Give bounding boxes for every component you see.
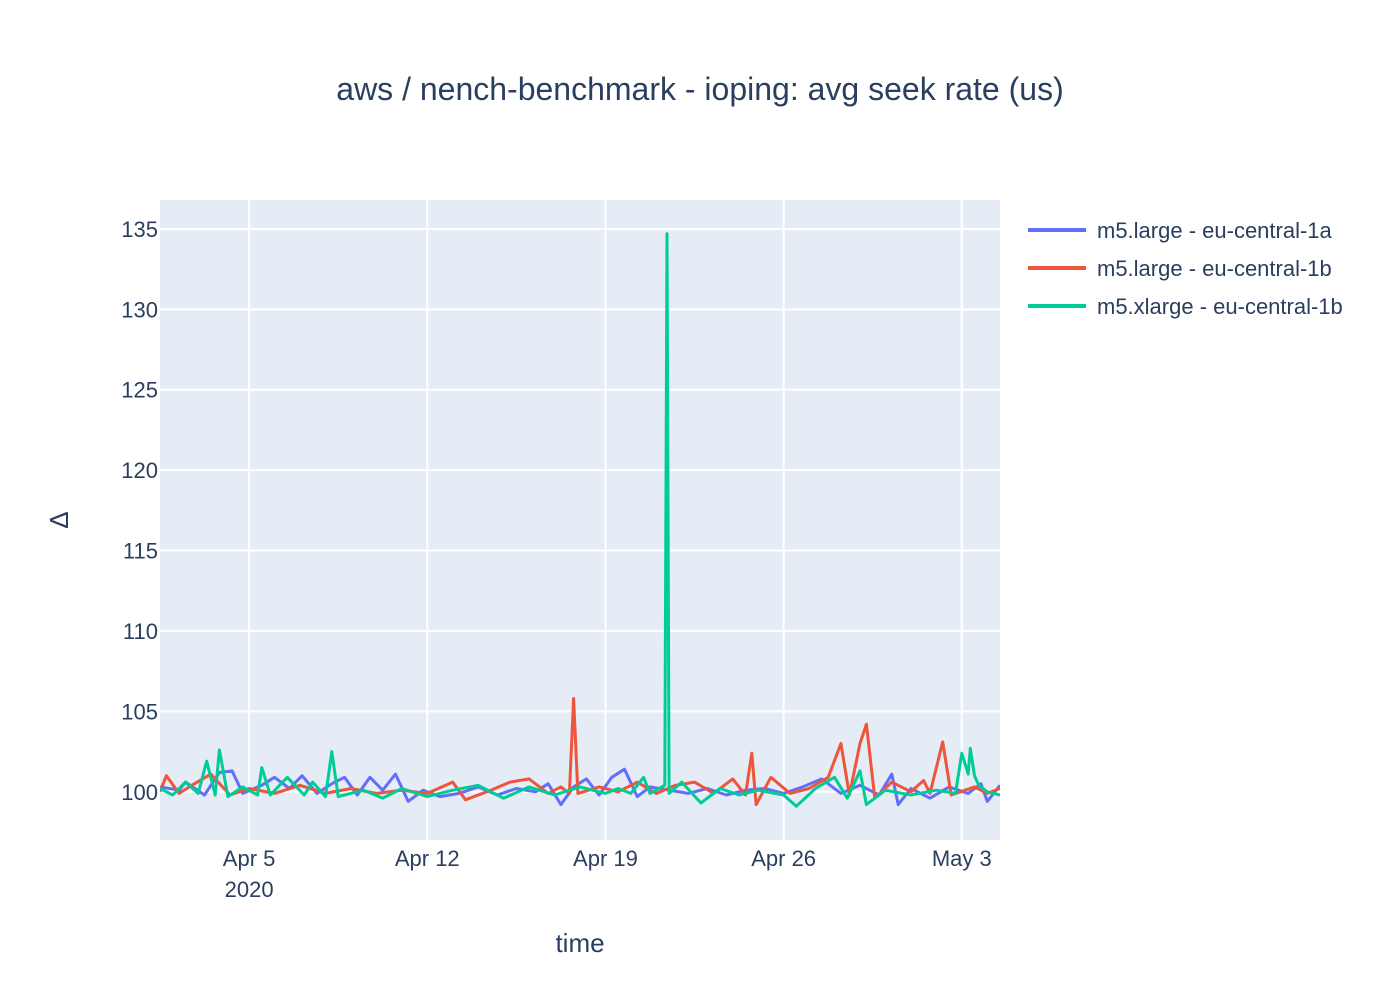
- x-tick-label: Apr 19: [573, 846, 638, 871]
- legend-label: m5.large - eu-central-1a: [1097, 218, 1333, 243]
- x-tick-sublabel: 2020: [225, 877, 274, 902]
- legend-item[interactable]: m5.xlarge - eu-central-1b: [1028, 294, 1343, 319]
- x-tick-label: Apr 5: [223, 846, 276, 871]
- x-tick-label: Apr 12: [395, 846, 460, 871]
- legend-label: m5.xlarge - eu-central-1b: [1097, 294, 1343, 319]
- y-axis-label: Δ: [44, 511, 74, 528]
- legend-item[interactable]: m5.large - eu-central-1a: [1028, 218, 1333, 243]
- y-tick-label: 100: [121, 780, 158, 805]
- x-tick-label: May 3: [932, 846, 992, 871]
- y-tick-label: 135: [121, 217, 158, 242]
- chart-title: aws / nench-benchmark - ioping: avg seek…: [336, 71, 1063, 107]
- y-tick-label: 120: [121, 458, 158, 483]
- legend[interactable]: m5.large - eu-central-1a m5.large - eu-ce…: [1028, 218, 1343, 319]
- x-tick-label: Apr 26: [751, 846, 816, 871]
- series-layer: [160, 232, 1000, 808]
- y-tick-label: 105: [121, 699, 158, 724]
- x-axis-label: time: [555, 928, 604, 958]
- y-tick-label: 115: [123, 539, 158, 564]
- legend-item[interactable]: m5.large - eu-central-1b: [1028, 256, 1332, 281]
- legend-label: m5.large - eu-central-1b: [1097, 256, 1332, 281]
- y-tick-label: 130: [121, 297, 158, 322]
- series-line-3: [160, 232, 1000, 808]
- plot-area: [160, 200, 1000, 840]
- series-line-1: [160, 767, 1000, 807]
- y-tick-label: 110: [123, 619, 158, 644]
- y-tick-label: 125: [121, 378, 158, 403]
- y-axis-ticks: 100 105 110 115 120 125 130 135: [121, 217, 158, 805]
- x-axis-ticks: Apr 5 2020 Apr 12 Apr 19 Apr 26 May 3: [223, 846, 992, 902]
